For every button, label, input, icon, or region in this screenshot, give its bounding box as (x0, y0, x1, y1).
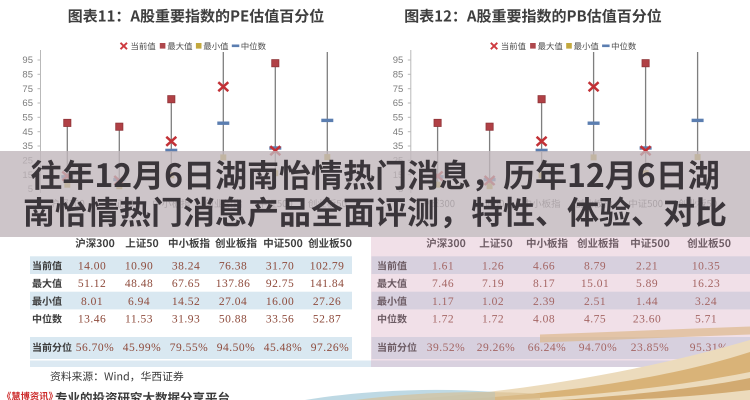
svg-text:2.21: 2.21 (636, 260, 658, 272)
svg-text:45.99%: 45.99% (123, 342, 161, 354)
svg-text:79.55%: 79.55% (170, 342, 208, 354)
svg-text:94.50%: 94.50% (217, 342, 255, 354)
svg-text:27.26: 27.26 (313, 296, 341, 308)
svg-text:6.94: 6.94 (128, 296, 150, 308)
svg-text:7.19: 7.19 (482, 278, 504, 290)
svg-text:8.01: 8.01 (81, 296, 103, 308)
svg-text:95: 95 (393, 55, 404, 66)
svg-text:31.93: 31.93 (172, 314, 200, 326)
svg-text:75: 75 (393, 84, 404, 95)
svg-text:14.52: 14.52 (172, 296, 200, 308)
svg-text:16.23: 16.23 (692, 278, 720, 290)
svg-text:97.26%: 97.26% (311, 342, 349, 354)
svg-text:45: 45 (393, 127, 404, 138)
svg-text:45.48%: 45.48% (264, 342, 302, 354)
svg-text:66.24%: 66.24% (528, 342, 566, 354)
svg-text:85: 85 (393, 70, 404, 81)
svg-text:2.51: 2.51 (584, 296, 606, 308)
svg-text:7.46: 7.46 (432, 278, 454, 290)
svg-text:55: 55 (393, 113, 404, 124)
svg-text:8.79: 8.79 (584, 260, 606, 272)
svg-text:92.75: 92.75 (266, 278, 294, 290)
svg-text:1.72: 1.72 (432, 314, 454, 326)
svg-text:67.65: 67.65 (172, 278, 200, 290)
svg-text:29.26%: 29.26% (477, 342, 515, 354)
svg-text:52.87: 52.87 (313, 314, 341, 326)
svg-text:85: 85 (22, 70, 33, 81)
svg-text:1.26: 1.26 (482, 260, 504, 272)
svg-text:16.00: 16.00 (266, 296, 294, 308)
svg-text:1.44: 1.44 (636, 296, 658, 308)
svg-text:5.71: 5.71 (695, 314, 717, 326)
svg-text:94.70%: 94.70% (579, 342, 617, 354)
svg-text:4.75: 4.75 (584, 314, 606, 326)
svg-text:45: 45 (22, 127, 33, 138)
svg-text:51.12: 51.12 (78, 278, 106, 290)
svg-text:3.24: 3.24 (695, 296, 717, 308)
svg-text:11.53: 11.53 (125, 314, 153, 326)
svg-text:35: 35 (22, 141, 33, 152)
svg-text:31.70: 31.70 (266, 260, 294, 272)
svg-text:5.89: 5.89 (636, 278, 658, 290)
svg-text:65: 65 (22, 98, 33, 109)
svg-text:50.88: 50.88 (219, 314, 247, 326)
svg-text:1.17: 1.17 (432, 296, 454, 308)
svg-text:10.35: 10.35 (692, 260, 720, 272)
svg-text:102.79: 102.79 (310, 260, 345, 272)
svg-text:27.04: 27.04 (219, 296, 247, 308)
svg-text:33.56: 33.56 (266, 314, 294, 326)
svg-text:76.38: 76.38 (219, 260, 247, 272)
svg-text:141.84: 141.84 (310, 278, 345, 290)
svg-text:38.24: 38.24 (172, 260, 200, 272)
svg-text:95: 95 (22, 55, 33, 66)
svg-text:15.01: 15.01 (581, 278, 609, 290)
svg-text:56.70%: 56.70% (76, 342, 114, 354)
svg-text:14.00: 14.00 (78, 260, 106, 272)
svg-text:75: 75 (22, 84, 33, 95)
svg-text:55: 55 (22, 113, 33, 124)
svg-text:4.08: 4.08 (533, 314, 555, 326)
svg-text:23.85%: 23.85% (631, 342, 669, 354)
svg-text:23.60: 23.60 (633, 314, 661, 326)
svg-text:10.90: 10.90 (125, 260, 153, 272)
svg-text:48.48: 48.48 (125, 278, 153, 290)
svg-text:39.52%: 39.52% (427, 342, 465, 354)
svg-text:2.39: 2.39 (533, 296, 555, 308)
svg-text:4.66: 4.66 (533, 260, 555, 272)
svg-text:1.02: 1.02 (482, 296, 504, 308)
svg-text:13.46: 13.46 (78, 314, 106, 326)
svg-text:8.17: 8.17 (533, 278, 555, 290)
svg-text:65: 65 (393, 98, 404, 109)
svg-text:1.72: 1.72 (482, 314, 504, 326)
svg-text:1.61: 1.61 (432, 260, 454, 272)
svg-text:35: 35 (393, 141, 404, 152)
svg-text:137.86: 137.86 (216, 278, 251, 290)
